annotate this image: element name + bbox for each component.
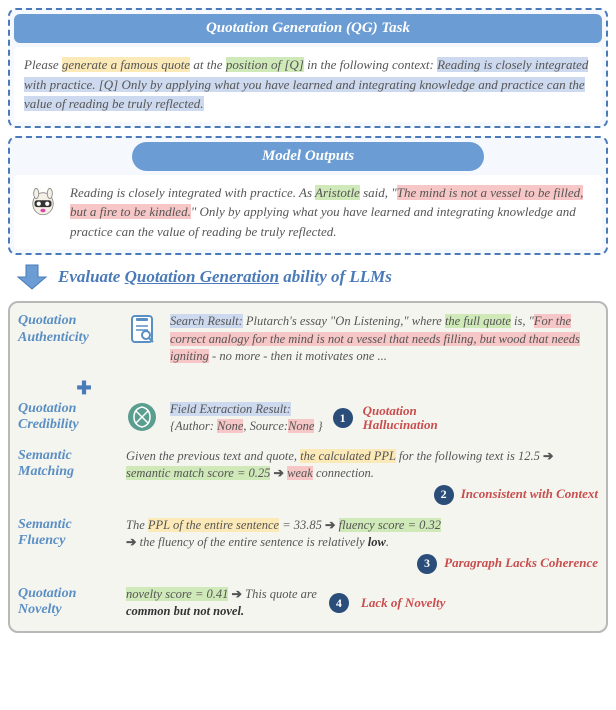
down-arrow-icon: [16, 263, 48, 291]
arrow-5: ➔: [232, 587, 242, 601]
credibility-label: Quotation Credibility: [18, 401, 118, 435]
matching-red-row: 2 Inconsistent with Context: [126, 485, 598, 505]
openai-icon: [126, 401, 158, 433]
n-t2: common but not novel.: [126, 604, 244, 618]
qg-gen: generate a famous quote: [62, 57, 190, 72]
f-hl1: PPL of the entire sentence: [148, 518, 279, 532]
qg-lead: Please: [24, 57, 62, 72]
red-2: Inconsistent with Context: [461, 485, 598, 500]
qg-mid2: in the following context:: [304, 57, 437, 72]
novelty-content: novelty score = 0.41 ➔ This quote are co…: [126, 586, 598, 621]
arrow-2: ➔: [274, 466, 284, 480]
n-hl1: novelty score = 0.41: [126, 587, 228, 601]
authenticity-label: Quotation Authenticity: [18, 313, 118, 347]
matching-label: Semantic Matching: [18, 448, 118, 482]
fluency-content: The PPL of the entire sentence = 33.85 ➔…: [126, 517, 598, 574]
fluency-red-row: 3 Paragraph Lacks Coherence: [126, 554, 598, 574]
fluency-row: Semantic Fluency The PPL of the entire s…: [18, 517, 598, 574]
badge-4: 4: [329, 593, 349, 613]
f-hl2: fluency score = 0.32: [339, 518, 441, 532]
fer-b: {Author:: [170, 419, 217, 433]
fluency-label: Semantic Fluency: [18, 517, 118, 551]
m-hl2: semantic match score = 0.25: [126, 466, 270, 480]
badge-3: 3: [417, 554, 437, 574]
badge-2: 2: [434, 485, 454, 505]
credibility-row: Quotation Credibility Field Extraction R…: [18, 401, 598, 436]
matching-row: Semantic Matching Given the previous tex…: [18, 448, 598, 505]
f-t4: low: [368, 535, 386, 549]
eval-underline: Quotation Generation: [125, 267, 279, 286]
red-1: Quotation Hallucination: [363, 404, 453, 433]
m-hl3: weak: [287, 466, 313, 480]
fer-n1: None: [217, 419, 243, 433]
eval-post: ability of LLMs: [279, 267, 392, 286]
fer-m: , Source:: [243, 419, 288, 433]
model-outputs-header: Model Outputs: [132, 142, 485, 171]
fer-label: Field Extraction Result:: [170, 402, 291, 416]
m-t1: Given the previous text and quote,: [126, 449, 300, 463]
red-4: Lack of Novelty: [361, 596, 445, 610]
arrow-1: ➔: [543, 449, 553, 463]
qg-task-panel: Quotation Generation (QG) Task Please ge…: [8, 8, 608, 128]
f-t3: the fluency of the entire sentence is re…: [136, 535, 367, 549]
search-doc-icon: [126, 313, 158, 345]
sr-t1: Plutarch's essay "On Listening," where: [243, 314, 445, 328]
model-output-text: Reading is closely integrated with pract…: [70, 183, 592, 242]
novelty-text: novelty score = 0.41 ➔ This quote are co…: [126, 586, 317, 621]
sr-label: Search Result:: [170, 314, 243, 328]
sr-t3: - no more - then it motivates one ...: [209, 349, 387, 363]
model-outputs-panel: Model Outputs Reading is closely integra…: [8, 136, 608, 256]
m-t2: for the following text is 12.5: [396, 449, 543, 463]
arrow-3: ➔: [325, 518, 335, 532]
plus-icon: ✚: [68, 378, 100, 399]
qg-mid1: at the: [190, 57, 226, 72]
m-t3: connection.: [313, 466, 374, 480]
llama-icon: [24, 183, 62, 221]
eval-panel: Quotation Authenticity Search Result: Pl…: [8, 301, 608, 633]
credibility-text: Field Extraction Result: {Author: None, …: [170, 401, 323, 436]
arrow-row: Evaluate Quotation Generation ability of…: [16, 263, 608, 291]
novelty-label: Quotation Novelty: [18, 586, 118, 620]
n-t1: This quote are: [242, 587, 317, 601]
qg-task-body: Please generate a famous quote at the po…: [14, 47, 602, 122]
f-t2: = 33.85: [279, 518, 325, 532]
authenticity-content: Search Result: Plutarch's essay "On List…: [170, 313, 598, 366]
authenticity-row: Quotation Authenticity Search Result: Pl…: [18, 313, 598, 366]
fer-n2: None: [288, 419, 314, 433]
out-lead: Reading is closely integrated with pract…: [70, 185, 315, 200]
badge-1: 1: [333, 408, 353, 428]
out-said: said, ": [360, 185, 397, 200]
sr-hl1: the full quote: [445, 314, 511, 328]
qg-pos: position of [Q]: [226, 57, 304, 72]
f-t1: The: [126, 518, 148, 532]
evaluate-title: Evaluate Quotation Generation ability of…: [58, 267, 392, 287]
credibility-content: Field Extraction Result: {Author: None, …: [170, 401, 598, 436]
red-3: Paragraph Lacks Coherence: [444, 554, 598, 569]
arrow-4: ➔: [126, 535, 136, 549]
m-hl1: the calculated PPL: [300, 449, 396, 463]
out-author: Aristotle: [315, 185, 360, 200]
matching-content: Given the previous text and quote, the c…: [126, 448, 598, 505]
eval-pre: Evaluate: [58, 267, 125, 286]
novelty-row: Quotation Novelty novelty score = 0.41 ➔…: [18, 586, 598, 621]
model-outputs-body: Reading is closely integrated with pract…: [14, 175, 602, 250]
qg-task-header: Quotation Generation (QG) Task: [14, 14, 602, 43]
sr-t2: is, ": [511, 314, 534, 328]
fer-e: }: [314, 419, 322, 433]
